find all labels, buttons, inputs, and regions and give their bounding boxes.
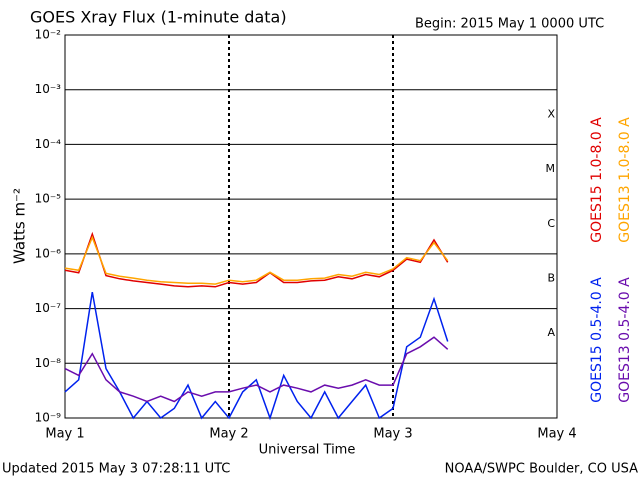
x-tick-label: May 3	[373, 427, 412, 442]
y-tick-label: 10⁻²	[35, 28, 62, 42]
footer-left: Updated 2015 May 3 07:28:11 UTC	[2, 462, 230, 477]
y-tick-label: 10⁻⁹	[35, 411, 62, 425]
series-line	[64, 291, 449, 421]
y-tick-label: 10⁻⁵	[35, 192, 62, 206]
flare-class-label: A	[547, 326, 555, 339]
legend-entry: GOES15 1.0-8.0 A	[589, 117, 605, 243]
flare-class-label: X	[547, 107, 555, 120]
chart-title: GOES Xray Flux (1-minute data)	[30, 8, 287, 27]
chart-subtitle: Begin: 2015 May 1 0000 UTC	[415, 17, 604, 32]
x-tick-label: May 4	[537, 427, 576, 442]
x-axis-label: Universal Time	[259, 443, 356, 458]
flare-class-label: C	[547, 217, 555, 230]
y-axis-label: Watts m⁻²	[11, 188, 29, 264]
y-tick-label: 10⁻⁴	[35, 137, 62, 151]
x-tick-label: May 2	[209, 427, 248, 442]
legend-entry: GOES13 1.0-8.0 A	[617, 117, 633, 243]
flare-class-label: B	[547, 271, 555, 284]
y-tick-label: 10⁻⁶	[35, 246, 62, 260]
flare-class-label: M	[546, 162, 556, 175]
plot-area	[64, 34, 558, 419]
legend-entry: GOES13 0.5-4.0 A	[617, 277, 633, 403]
footer-right: NOAA/SWPC Boulder, CO USA	[445, 462, 638, 477]
y-tick-label: 10⁻³	[35, 82, 62, 96]
series-line	[64, 231, 449, 288]
legend-entry: GOES15 0.5-4.0 A	[589, 277, 605, 403]
y-tick-label: 10⁻⁷	[35, 301, 62, 315]
series-line	[64, 336, 449, 403]
x-tick-label: May 1	[45, 427, 84, 442]
series-line	[64, 235, 449, 285]
y-tick-label: 10⁻⁸	[35, 356, 62, 370]
